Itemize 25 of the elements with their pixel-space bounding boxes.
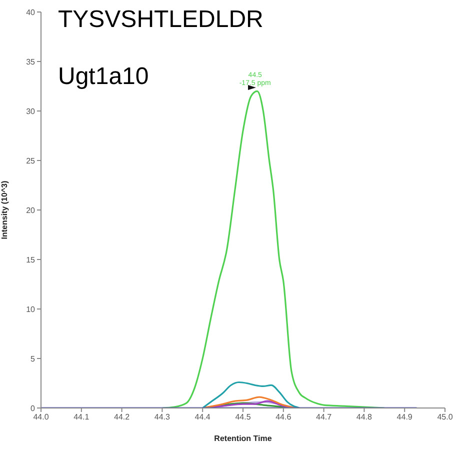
x-tick-label: 44.7 bbox=[316, 412, 332, 422]
y-tick-label: 25 bbox=[26, 156, 36, 166]
x-tick-label: 44.4 bbox=[194, 412, 211, 422]
y-tick-label: 5 bbox=[30, 354, 36, 364]
y-tick-label: 15 bbox=[26, 255, 36, 264]
y-axis-title: Intensity (10^3) bbox=[0, 180, 9, 240]
y-tick-label: 10 bbox=[26, 304, 36, 314]
x-tick-label: 44.2 bbox=[114, 412, 130, 422]
x-tick-label: 45.0 bbox=[437, 412, 454, 422]
line-series bbox=[202, 381, 300, 408]
y-tick-label: 0 bbox=[30, 404, 36, 413]
x-tick-label: 44.0 bbox=[33, 412, 50, 422]
x-tick-label: 44.6 bbox=[276, 412, 292, 422]
x-axis-title: Retention Time bbox=[214, 434, 272, 443]
chart-title: TYSVSHTLEDLDR bbox=[58, 6, 264, 34]
x-tick-label: 44.9 bbox=[396, 412, 413, 422]
x-tick-label: 44.8 bbox=[356, 412, 373, 422]
x-tick-label: 44.5 bbox=[235, 412, 252, 422]
y-tick-label: 20 bbox=[26, 206, 36, 215]
y-tick-label: 40 bbox=[26, 8, 36, 17]
y-tick-label: 35 bbox=[26, 57, 36, 66]
x-tick-label: 44.3 bbox=[154, 412, 171, 422]
x-tick-label: 44.1 bbox=[74, 412, 90, 422]
text: Ugt1a10 bbox=[58, 63, 149, 91]
y-tick-label: 30 bbox=[26, 106, 36, 116]
